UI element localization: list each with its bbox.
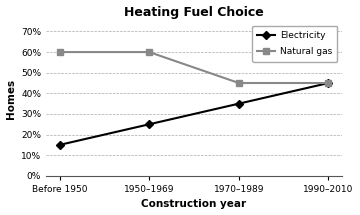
Natural gas: [237, 82, 241, 84]
Line: Electricity: Electricity: [57, 80, 331, 148]
Electricity: [147, 123, 151, 126]
Y-axis label: Homes: Homes: [5, 78, 15, 118]
Electricity: [326, 82, 330, 84]
Electricity: [237, 102, 241, 105]
Line: Natural gas: Natural gas: [57, 49, 331, 86]
Title: Heating Fuel Choice: Heating Fuel Choice: [124, 6, 264, 18]
Natural gas: [57, 51, 62, 53]
Natural gas: [326, 82, 330, 84]
Electricity: [57, 144, 62, 146]
Legend: Electricity, Natural gas: Electricity, Natural gas: [252, 26, 337, 62]
Natural gas: [147, 51, 151, 53]
X-axis label: Construction year: Construction year: [141, 200, 247, 209]
